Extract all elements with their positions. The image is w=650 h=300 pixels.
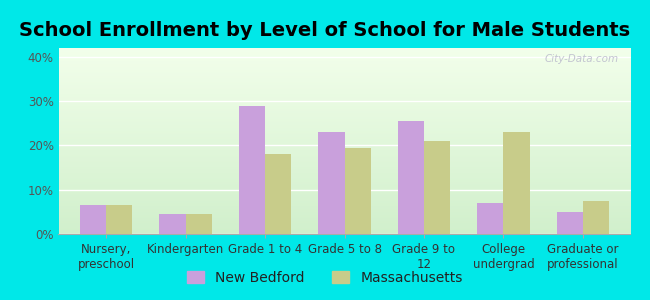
Bar <box>503 132 530 234</box>
Bar <box>239 106 265 234</box>
Bar <box>186 214 212 234</box>
Bar <box>265 154 291 234</box>
Bar <box>318 132 344 234</box>
Bar <box>398 121 424 234</box>
Bar <box>106 205 133 234</box>
Bar <box>583 201 609 234</box>
Text: City-Data.com: City-Data.com <box>545 54 619 64</box>
Bar <box>556 212 583 234</box>
Bar <box>344 148 370 234</box>
Bar <box>159 214 186 234</box>
Bar <box>424 141 450 234</box>
Bar <box>80 205 106 234</box>
Text: School Enrollment by Level of School for Male Students: School Enrollment by Level of School for… <box>20 21 630 40</box>
Bar <box>477 203 503 234</box>
Legend: New Bedford, Massachusetts: New Bedford, Massachusetts <box>182 265 468 290</box>
